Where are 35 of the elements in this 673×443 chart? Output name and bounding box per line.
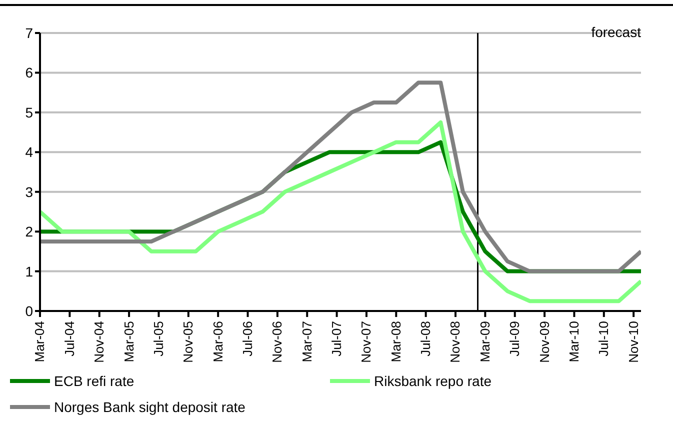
y-tick-label: 5	[25, 104, 34, 120]
x-tick-label: Mar-04	[32, 321, 48, 362]
x-tick-label: Mar-08	[388, 321, 404, 362]
x-tick-label: Jul-04	[62, 321, 77, 356]
x-tick-label: Nov-06	[270, 321, 285, 363]
x-tick-label: Jul-10	[596, 321, 612, 356]
line-series	[40, 80, 641, 274]
x-tick-label: Nov-08	[448, 321, 463, 363]
x-tick-label: Jul-08	[418, 321, 434, 356]
x-tick-label: Mar-05	[121, 321, 136, 362]
line-series	[40, 120, 641, 304]
x-tick-label: Jul-06	[240, 321, 255, 356]
y-tick-label: 6	[25, 64, 34, 81]
x-tick-label: Nov-07	[358, 321, 374, 363]
y-tick-label: 7	[25, 24, 34, 41]
x-tick-label: Mar-09	[477, 321, 492, 362]
legend-label: Norges Bank sight deposit rate	[54, 399, 246, 415]
y-tick-label: 4	[25, 144, 34, 160]
x-tick-label: Nov-04	[92, 321, 107, 363]
x-tick-label: Nov-10	[626, 321, 641, 363]
x-tick-label: Jul-09	[507, 321, 522, 356]
legend-label: ECB refi rate	[54, 373, 134, 389]
x-tick-label: Mar-10	[566, 321, 582, 362]
x-tick-label: Jul-07	[329, 321, 344, 356]
y-tick-label: 2	[25, 224, 34, 240]
x-tick-label: Mar-07	[299, 321, 314, 362]
y-tick-label: 0	[25, 302, 34, 319]
legend-label: Riksbank repo rate	[374, 373, 492, 389]
x-tick-label: Nov-09	[536, 321, 552, 363]
annotation: forecast	[591, 24, 641, 40]
y-tick-label: 1	[25, 263, 34, 280]
x-tick-label: Jul-05	[150, 321, 166, 356]
y-tick-label: 3	[25, 184, 34, 200]
x-tick-label: Nov-05	[180, 321, 196, 363]
x-tick-label: Mar-06	[210, 321, 226, 362]
